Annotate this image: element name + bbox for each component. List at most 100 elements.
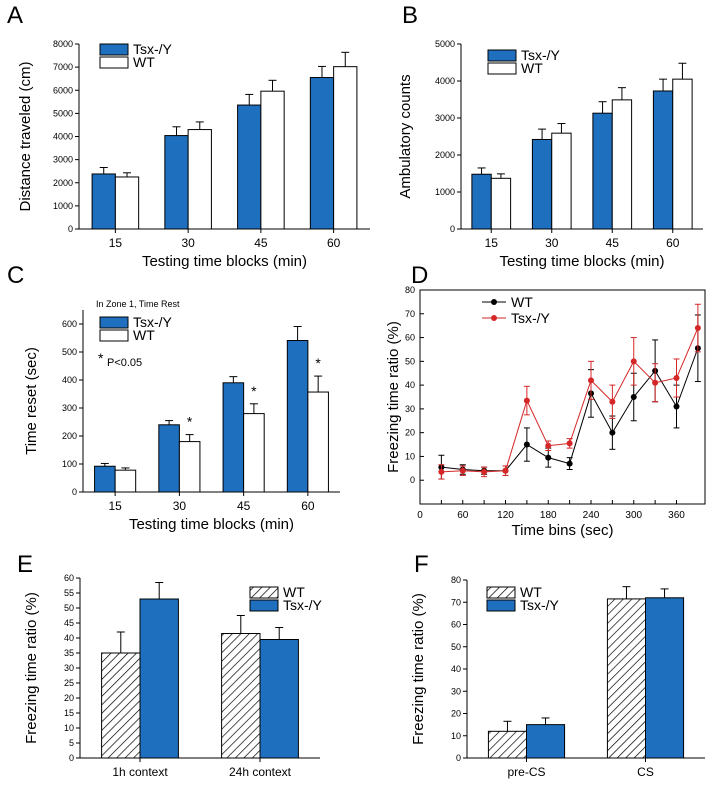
panel-e-y-tick-label: 5 bbox=[69, 738, 74, 748]
panel-d-data-point bbox=[545, 442, 552, 449]
panel-d-y-tick-label: 80 bbox=[405, 285, 415, 295]
panel-a-legend-swatch bbox=[99, 56, 129, 69]
panel-e-y-tick-label: 30 bbox=[64, 663, 74, 673]
panel-c-y-tick-label: 300 bbox=[62, 403, 77, 413]
panel-b-x-tick-label: 15 bbox=[485, 236, 499, 250]
panel-e-y-tick-label: 45 bbox=[64, 618, 74, 628]
panel-c-significance-star: * bbox=[315, 355, 321, 371]
panel-b-bar bbox=[531, 138, 553, 230]
panel-b-bar bbox=[611, 99, 633, 230]
panel-b-bar bbox=[652, 90, 674, 230]
panel-a-bar bbox=[164, 135, 189, 230]
panel-a-y-tick-label: 6000 bbox=[53, 85, 73, 95]
panel-e-legend-swatch bbox=[249, 586, 279, 599]
panel-e-legend-swatch bbox=[249, 599, 279, 612]
panel-b-legend-label: WT bbox=[521, 60, 543, 76]
panel-f-y-tick-label: 80 bbox=[451, 575, 461, 585]
panel-c-title: In Zone 1, Time Rest bbox=[96, 299, 180, 309]
panel-c-legend-label: Tsx-/Y bbox=[133, 314, 173, 330]
panel-b-legend-swatch bbox=[487, 62, 517, 75]
panel-b-bar bbox=[592, 112, 613, 230]
panel-f-y-tick-label: 0 bbox=[456, 753, 461, 763]
panel-c-x-axis-label: Testing time blocks (min) bbox=[129, 516, 294, 533]
panel-d-x-tick-label: 240 bbox=[583, 510, 600, 521]
panel-d-series-line bbox=[441, 348, 699, 472]
panel-a-y-tick-label: 2000 bbox=[53, 178, 73, 188]
panel-f-bar bbox=[645, 597, 685, 759]
panel-e-y-tick-label: 50 bbox=[64, 603, 74, 613]
panel-c-annotation-star: * bbox=[98, 350, 104, 366]
panel-f-y-tick-label: 40 bbox=[451, 664, 461, 674]
panel-d-data-point bbox=[588, 377, 594, 384]
panel-c-bar bbox=[222, 382, 245, 493]
panel-b-y-tick-label: 3000 bbox=[435, 113, 455, 123]
panel-label-c: C bbox=[7, 262, 24, 289]
panel-c-y-tick-label: 200 bbox=[62, 431, 77, 441]
panel-c-y-tick-label: 500 bbox=[62, 347, 77, 357]
panel-e-x-tick-label: 1h context bbox=[112, 765, 168, 779]
panel-a-bar bbox=[187, 129, 212, 230]
panel-e-y-tick-label: 55 bbox=[64, 588, 74, 598]
panel-a-x-tick-label: 30 bbox=[181, 236, 195, 250]
panel-d-y-tick-label: 10 bbox=[405, 451, 415, 461]
panel-a-y-tick-label: 8000 bbox=[53, 39, 73, 49]
panel-a-legend-label: WT bbox=[133, 54, 155, 70]
panel-c-x-tick-label: 30 bbox=[173, 499, 187, 513]
panel-d-y-axis-label: Freezing time ratio (%) bbox=[385, 321, 402, 473]
panel-a-y-tick-label: 4000 bbox=[53, 132, 73, 142]
panel-d-series-line bbox=[441, 327, 699, 473]
panel-d-x-tick-label: 60 bbox=[457, 510, 469, 521]
panel-d-legend-label: Tsx-/Y bbox=[511, 310, 551, 326]
panel-e-bar bbox=[139, 598, 179, 759]
panel-a-y-axis-label: Distance traveled (cm) bbox=[17, 61, 34, 211]
panel-e-bar bbox=[221, 633, 261, 759]
panel-c-y-tick-label: 100 bbox=[62, 459, 77, 469]
panel-a-legend-swatch bbox=[99, 43, 129, 56]
panel-f-legend-swatch bbox=[486, 586, 516, 599]
panel-d-y-tick-label: 0 bbox=[410, 475, 415, 485]
panel-c-y-axis-label: Time reset (sec) bbox=[23, 347, 40, 455]
panel-e-chart: 0 5 10 15 20 25 30 35 40 45 50 55 60 1h context 24h co… bbox=[23, 573, 323, 779]
panel-f-x-tick-label: CS bbox=[637, 765, 654, 779]
panel-f-x-tick-label: pre-CS bbox=[507, 765, 545, 779]
panel-c-y-tick-label: 400 bbox=[62, 375, 77, 385]
panel-label-f: F bbox=[414, 551, 429, 578]
panel-d-x-tick-label: 300 bbox=[625, 510, 642, 521]
panel-c-legend-swatch bbox=[99, 329, 129, 342]
panel-e-y-tick-label: 15 bbox=[64, 708, 74, 718]
panel-d-y-tick-label: 70 bbox=[405, 309, 415, 319]
panel-d-x-tick-label: 120 bbox=[497, 510, 514, 521]
panel-d-data-point bbox=[694, 325, 701, 332]
panel-f-legend-label: WT bbox=[520, 584, 542, 600]
panel-c-bar bbox=[114, 469, 137, 493]
panel-e-y-tick-label: 35 bbox=[64, 648, 74, 658]
panel-b-y-tick-label: 2000 bbox=[435, 150, 455, 160]
panel-b-x-tick-label: 60 bbox=[666, 236, 680, 250]
panel-d-y-tick-label: 40 bbox=[405, 380, 415, 390]
panel-e-y-tick-label: 20 bbox=[64, 693, 74, 703]
panel-e-y-tick-label: 10 bbox=[64, 723, 74, 733]
panel-d-legend-label: WT bbox=[511, 294, 533, 310]
panel-c-x-tick-label: 60 bbox=[301, 499, 315, 513]
panel-b-y-tick-label: 5000 bbox=[435, 39, 455, 49]
panel-b-y-tick-label: 4000 bbox=[435, 76, 455, 86]
panel-b-bar bbox=[672, 78, 693, 230]
panel-a-bar bbox=[91, 173, 116, 230]
panel-f-y-tick-label: 50 bbox=[451, 642, 461, 652]
panel-d-data-point bbox=[502, 467, 509, 474]
panel-e-y-tick-label: 40 bbox=[64, 633, 74, 643]
panel-d-data-point bbox=[566, 460, 573, 467]
panel-b-y-axis-label: Ambulatory counts bbox=[397, 74, 414, 198]
panel-b-legend-swatch bbox=[487, 49, 517, 62]
panel-a-y-tick-label: 3000 bbox=[53, 155, 73, 165]
panel-f-legend-label: Tsx-/Y bbox=[520, 597, 560, 613]
panel-e-legend-label: WT bbox=[283, 584, 305, 600]
panel-c-bar bbox=[286, 340, 309, 493]
panel-b-bar bbox=[490, 177, 512, 230]
panel-e-x-tick-label: 24h context bbox=[229, 765, 292, 779]
panel-a-y-tick-label: 1000 bbox=[53, 201, 73, 211]
panel-e-y-tick-label: 60 bbox=[64, 573, 74, 583]
panel-d-plot-frame bbox=[419, 289, 706, 505]
panel-a-bar bbox=[237, 104, 262, 230]
panel-b-x-axis-label: Testing time blocks (min) bbox=[499, 253, 664, 270]
